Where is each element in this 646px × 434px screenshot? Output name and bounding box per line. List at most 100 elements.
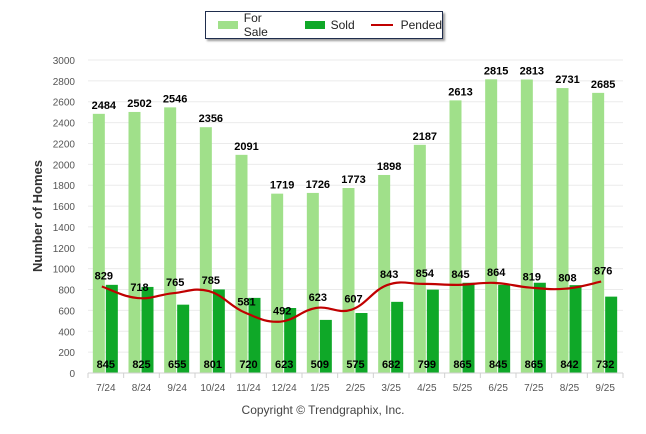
y-tick-label: 1000 [53, 265, 76, 276]
sold-bar [426, 289, 439, 373]
y-tick-label: 2600 [53, 98, 76, 109]
for-sale-data-label: 2815 [484, 65, 508, 77]
pended-data-label: 581 [237, 296, 255, 308]
for-sale-data-label: 1719 [270, 180, 294, 192]
pended-line-layer [101, 280, 602, 323]
legend-item-sold[interactable]: Sold [304, 18, 355, 32]
x-tick-label: 7/25 [524, 383, 544, 394]
sold-data-label: 682 [382, 359, 400, 371]
for-sale-bar [199, 127, 212, 373]
sold-bar [212, 289, 225, 373]
for-sale-bar [235, 154, 248, 373]
legend-item-pended[interactable]: Pended [370, 18, 442, 32]
y-tick-label: 3000 [53, 56, 76, 67]
for-sale-bar [592, 92, 605, 374]
y-tick-label: 2200 [53, 139, 76, 150]
y-tick-label: 2400 [53, 119, 76, 130]
sold-data-label: 509 [311, 359, 329, 371]
legend-label-sold: Sold [330, 18, 355, 32]
sold-bar [391, 301, 404, 373]
for-sale-bar [520, 79, 533, 374]
sold-bar [569, 285, 582, 373]
x-tick-label: 1/25 [310, 383, 330, 394]
sold-swatch-icon [304, 21, 325, 29]
for-sale-data-label: 2613 [448, 86, 472, 98]
legend-label-for-sale: For Sale [243, 11, 268, 39]
legend-label-pended: Pended [400, 18, 442, 32]
pended-data-label: 765 [166, 277, 184, 289]
for-sale-bar [449, 100, 462, 373]
for-sale-bar [342, 188, 355, 373]
x-tick-label: 3/25 [381, 383, 401, 394]
sold-bar [462, 282, 475, 373]
x-tick-label: 8/24 [132, 383, 152, 394]
y-tick-label: 200 [58, 348, 75, 359]
for-sale-data-label: 1726 [306, 179, 330, 191]
for-sale-data-label: 2091 [234, 141, 258, 153]
for-sale-data-label: 2502 [127, 98, 151, 110]
sold-data-label: 623 [275, 359, 293, 371]
for-sale-data-label: 2187 [413, 131, 437, 143]
sold-bar [177, 304, 190, 373]
sold-bar [319, 319, 332, 373]
pended-data-label: 718 [130, 282, 148, 294]
pended-data-label: 607 [344, 294, 362, 306]
sold-data-label: 801 [204, 359, 222, 371]
y-axis-label: Number of Homes [30, 160, 45, 272]
for-sale-bar [306, 192, 319, 373]
data-labels: 2484 845 2502 825 2546 655 2356 801 2091 720 1719 6… [92, 65, 616, 371]
pended-data-label: 829 [95, 271, 113, 283]
sold-data-label: 732 [596, 359, 614, 371]
x-tick-label: 5/25 [453, 383, 473, 394]
y-tick-label: 2000 [53, 160, 76, 171]
for-sale-swatch-icon [218, 21, 238, 29]
y-tick-label: 1400 [53, 223, 76, 234]
sold-data-label: 720 [239, 359, 257, 371]
for-sale-bar [378, 174, 391, 373]
for-sale-bar [271, 193, 284, 373]
sold-data-label: 842 [560, 359, 578, 371]
sold-bar [605, 296, 618, 373]
sold-data-label: 865 [453, 359, 471, 371]
y-tick-label: 2800 [53, 77, 76, 88]
for-sale-data-label: 2356 [199, 113, 223, 125]
x-axis: 7/24 8/24 9/24 10/24 11/24 12/24 1/25 2/25 3/25 4… [87, 372, 624, 394]
pended-data-label: 492 [273, 306, 291, 318]
legend: For Sale Sold Pended [205, 11, 443, 39]
for-sale-bar [556, 88, 569, 373]
for-sale-data-label: 2484 [92, 100, 117, 112]
for-sale-data-label: 1898 [377, 161, 401, 173]
y-tick-label: 800 [58, 286, 75, 297]
pended-line-swatch-icon [370, 24, 393, 26]
gridlines [88, 59, 623, 374]
sold-data-label: 865 [525, 359, 543, 371]
sold-data-label: 825 [132, 359, 150, 371]
for-sale-bar [128, 111, 141, 373]
x-tick-label: 11/24 [236, 383, 261, 394]
legend-item-for-sale[interactable]: For Sale [218, 11, 289, 39]
sold-bar [355, 313, 368, 373]
y-axis: 0 200 400 600 800 1000 1200 1400 1600 1800 2000 220… [53, 56, 76, 380]
sold-data-label: 799 [418, 359, 436, 371]
pended-data-label: 845 [451, 269, 469, 281]
sold-data-label: 575 [346, 359, 364, 371]
copyright-text: Copyright © Trendgraphix, Inc. [241, 403, 405, 417]
pended-data-label: 623 [309, 292, 327, 304]
x-tick-label: 10/24 [200, 383, 225, 394]
sold-data-label: 655 [168, 359, 186, 371]
y-tick-label: 400 [58, 327, 75, 338]
pended-data-label: 876 [594, 266, 612, 278]
x-tick-label: 12/24 [272, 383, 297, 394]
x-tick-label: 4/25 [417, 383, 437, 394]
pended-data-label: 843 [380, 269, 398, 281]
pended-data-label: 819 [523, 272, 541, 284]
for-sale-bar [485, 79, 498, 373]
for-sale-data-label: 1773 [341, 174, 365, 186]
sold-data-label: 845 [489, 359, 507, 371]
sold-bar [248, 297, 261, 373]
x-tick-label: 7/24 [96, 383, 116, 394]
y-tick-label: 0 [69, 369, 75, 380]
sold-bar [105, 284, 118, 373]
sold-bar [498, 284, 511, 373]
